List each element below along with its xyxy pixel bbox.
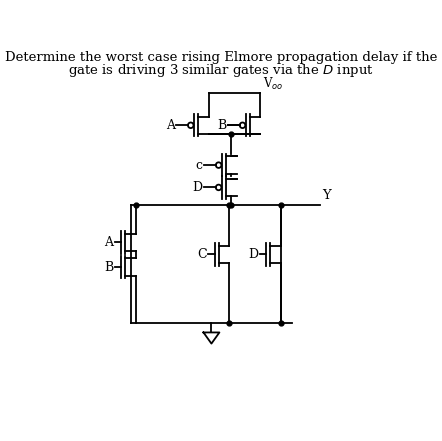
Text: A: A xyxy=(166,119,175,132)
Text: B: B xyxy=(104,261,114,273)
Text: B: B xyxy=(217,119,227,132)
Text: Y: Y xyxy=(322,189,331,202)
Text: c: c xyxy=(196,159,203,172)
Text: A: A xyxy=(104,236,114,249)
Text: C: C xyxy=(197,248,207,261)
Text: D: D xyxy=(193,181,203,194)
Text: Determine the worst case rising Elmore propagation delay if the: Determine the worst case rising Elmore p… xyxy=(5,51,437,64)
Text: D: D xyxy=(248,248,259,261)
Text: gate is driving 3 similar gates via the $\it{D}$ input: gate is driving 3 similar gates via the … xyxy=(68,62,374,78)
Text: V$_{oo}$: V$_{oo}$ xyxy=(263,76,283,92)
